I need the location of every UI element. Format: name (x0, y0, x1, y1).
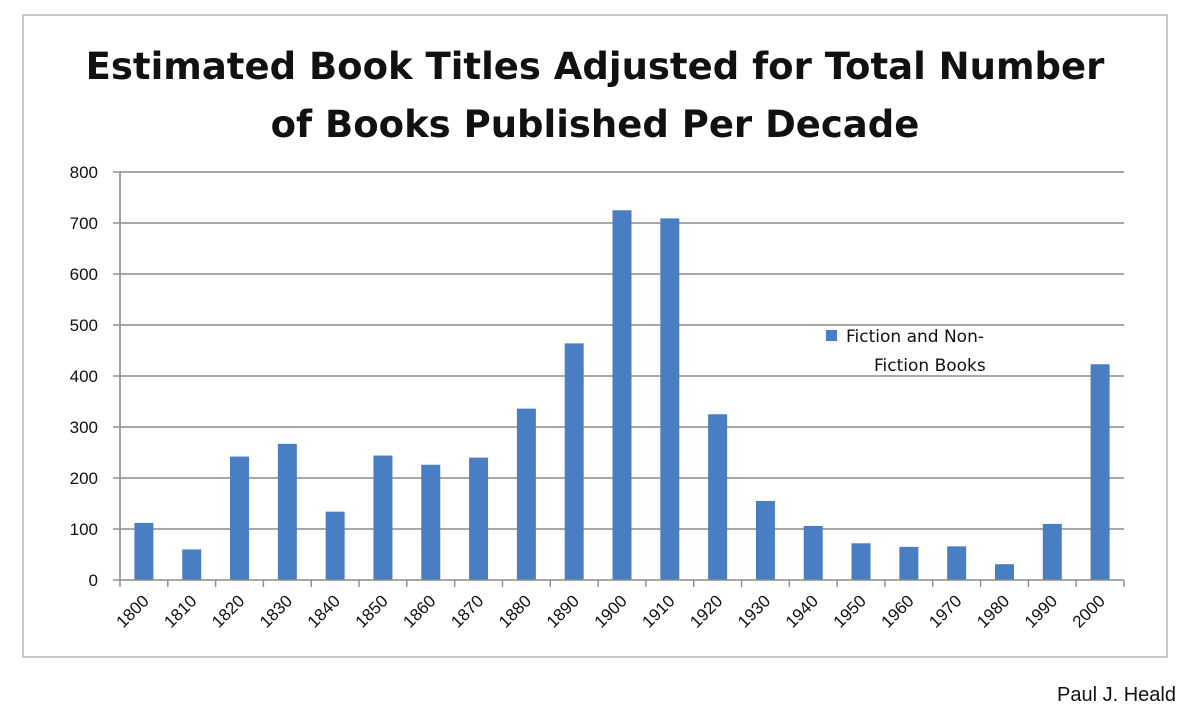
bar-1960 (899, 546, 919, 580)
legend-label-line: Fiction and Non- (846, 327, 984, 347)
x-tick-label-1860: 1860 (399, 591, 439, 631)
y-tick-label: 400 (70, 367, 98, 386)
x-tick-label-1950: 1950 (830, 591, 870, 631)
bar-1840 (325, 511, 345, 580)
x-tick-label-1890: 1890 (543, 591, 583, 631)
x-tick-label-1800: 1800 (113, 591, 153, 631)
bar-1990 (1042, 523, 1062, 580)
bar-1830 (277, 443, 297, 580)
legend-swatch (826, 330, 837, 341)
bar-1820 (230, 456, 250, 580)
y-tick-label: 500 (70, 316, 98, 335)
chart-title-line-1: Estimated Book Titles Adjusted for Total… (85, 45, 1105, 88)
y-tick-label: 300 (70, 418, 98, 437)
chart-title: Estimated Book Titles Adjusted for Total… (22, 38, 1168, 154)
x-tick-label-1920: 1920 (686, 591, 726, 631)
bar-1890 (564, 343, 584, 580)
x-tick-label-1850: 1850 (352, 591, 392, 631)
x-tick-label-1990: 1990 (1021, 591, 1061, 631)
x-tick-label-1810: 1810 (160, 591, 200, 631)
x-tick-label-1910: 1910 (638, 591, 678, 631)
bar-1950 (851, 543, 871, 580)
y-tick-label: 700 (70, 214, 98, 233)
bar-1910 (660, 218, 680, 580)
bar-1900 (612, 210, 632, 580)
bar-1870 (469, 457, 489, 580)
bar-1860 (421, 464, 441, 580)
bar-1850 (373, 455, 393, 580)
chart-title-line-2: of Books Published Per Decade (270, 103, 920, 146)
x-tick-label-1820: 1820 (208, 591, 248, 631)
bar-1920 (708, 414, 728, 580)
x-tick-label-1960: 1960 (878, 591, 918, 631)
x-tick-label-2000: 2000 (1069, 591, 1109, 631)
x-tick-label-1930: 1930 (734, 591, 774, 631)
x-tick-label-1900: 1900 (591, 591, 631, 631)
x-tick-label-1880: 1880 (495, 591, 535, 631)
bar-1810 (182, 549, 202, 580)
bar-1980 (994, 564, 1014, 580)
bar-1880 (516, 408, 536, 580)
x-tick-label-1870: 1870 (447, 591, 487, 631)
bar-1940 (803, 525, 823, 580)
x-tick-label-1830: 1830 (256, 591, 296, 631)
bar-1930 (755, 500, 775, 580)
y-tick-label: 0 (89, 571, 98, 590)
legend-label-line: Fiction Books (874, 356, 986, 376)
chart-frame (22, 14, 1168, 658)
x-tick-label-1840: 1840 (304, 591, 344, 631)
x-tick-label-1940: 1940 (782, 591, 822, 631)
x-tick-label-1970: 1970 (925, 591, 965, 631)
credit-text: Paul J. Heald (1057, 684, 1176, 706)
x-tick-label-1980: 1980 (973, 591, 1013, 631)
bar-1970 (947, 546, 967, 580)
legend: Fiction and Non- Fiction Books (826, 327, 986, 376)
bar-1800 (134, 522, 154, 580)
y-tick-label: 100 (70, 520, 98, 539)
bars (134, 210, 1110, 580)
bar-2000 (1090, 364, 1110, 580)
y-tick-label: 200 (70, 469, 98, 488)
y-tick-label: 800 (70, 163, 98, 182)
y-tick-label: 600 (70, 265, 98, 284)
